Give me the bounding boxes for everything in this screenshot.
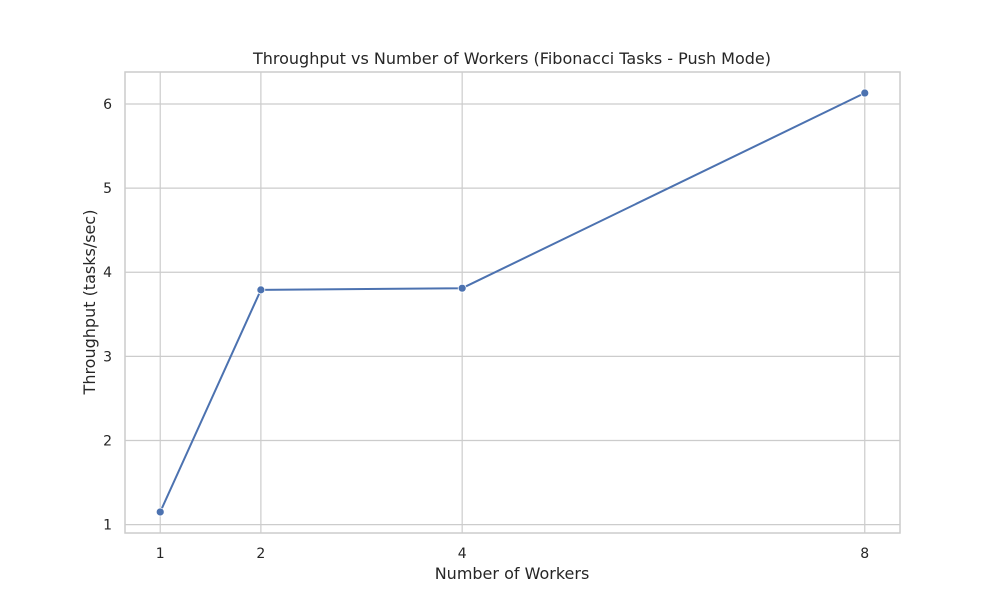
x-tick-label: 4 <box>458 546 467 562</box>
y-tick-label: 2 <box>103 433 112 449</box>
series-line <box>159 92 866 513</box>
x-tick-labels: 1 2 4 8 <box>156 546 869 562</box>
y-axis-label: Throughput (tasks/sec) <box>80 210 99 396</box>
x-axis-label: Number of Workers <box>435 564 590 583</box>
data-point <box>457 283 467 293</box>
plot-area-frame <box>124 71 901 534</box>
y-tick-labels: 1 2 3 4 5 6 <box>103 97 112 534</box>
series-layer <box>155 88 870 517</box>
y-tick-label: 3 <box>103 349 112 365</box>
y-tick-label: 5 <box>103 181 112 197</box>
y-tick-label: 6 <box>103 97 112 113</box>
x-tick-label: 2 <box>256 546 265 562</box>
x-tick-label: 8 <box>860 546 869 562</box>
data-point <box>860 88 870 98</box>
grid-lines <box>125 72 900 533</box>
y-tick-label: 1 <box>103 518 112 534</box>
x-tick-label: 1 <box>156 546 165 562</box>
data-point <box>155 507 165 517</box>
chart-title: Throughput vs Number of Workers (Fibonac… <box>252 49 771 68</box>
data-point <box>256 285 266 295</box>
y-tick-label: 4 <box>103 265 112 281</box>
